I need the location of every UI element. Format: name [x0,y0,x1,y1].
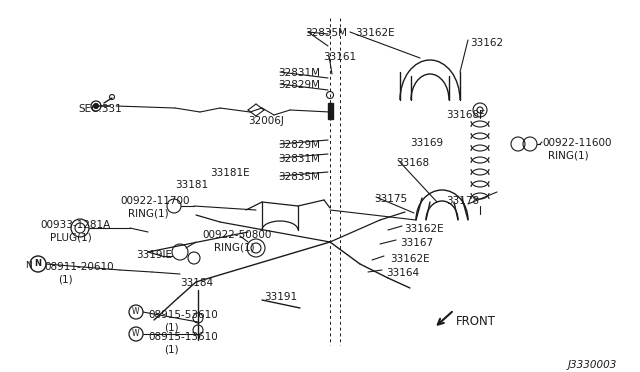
Text: 33191: 33191 [264,292,297,302]
Text: 32831M: 32831M [278,154,320,164]
Text: 08911-20610: 08911-20610 [44,262,114,272]
Text: 33167: 33167 [400,238,433,248]
Text: 33181: 33181 [175,180,208,190]
Text: 32829M: 32829M [278,140,320,150]
Circle shape [93,103,99,109]
Text: J3330003: J3330003 [568,360,618,370]
Text: 32829M: 32829M [278,80,320,90]
Text: 08915-53610: 08915-53610 [148,310,218,320]
Text: 33162: 33162 [470,38,503,48]
Text: N: N [24,260,31,269]
Text: PLUG(1): PLUG(1) [50,232,92,242]
Text: 33184: 33184 [180,278,213,288]
Text: 00922-50800: 00922-50800 [202,230,271,240]
Text: 3319IE: 3319IE [136,250,172,260]
Text: 08915-13610: 08915-13610 [148,332,218,342]
Text: 33164: 33164 [386,268,419,278]
Text: 33161: 33161 [323,52,356,62]
FancyBboxPatch shape [328,103,333,119]
Text: 33169: 33169 [410,138,443,148]
Text: RING(1): RING(1) [128,208,168,218]
Text: 32835M: 32835M [305,28,347,38]
Text: 33181E: 33181E [210,168,250,178]
Text: FRONT: FRONT [456,315,496,328]
Text: SEC.331: SEC.331 [78,104,122,114]
Text: 32831M: 32831M [278,68,320,78]
Text: 00922-11600: 00922-11600 [542,138,611,148]
Text: W: W [132,330,140,339]
Text: (1): (1) [164,322,179,332]
Text: 33168: 33168 [396,158,429,168]
Text: 00922-11700: 00922-11700 [120,196,189,206]
Text: 33175: 33175 [374,194,407,204]
Text: 33162E: 33162E [404,224,444,234]
Text: N: N [35,260,42,269]
Text: (1): (1) [164,344,179,354]
Text: (1): (1) [58,274,72,284]
Text: W: W [132,308,140,317]
Text: 33162E: 33162E [355,28,395,38]
Text: 00933-1281A: 00933-1281A [40,220,110,230]
Text: RING(1): RING(1) [214,242,255,252]
Text: 32006J: 32006J [248,116,284,126]
Text: 33178: 33178 [446,196,479,206]
Text: 33168F: 33168F [446,110,485,120]
Text: RING(1): RING(1) [548,150,589,160]
Text: 33162E: 33162E [390,254,429,264]
Text: 32835M: 32835M [278,172,320,182]
